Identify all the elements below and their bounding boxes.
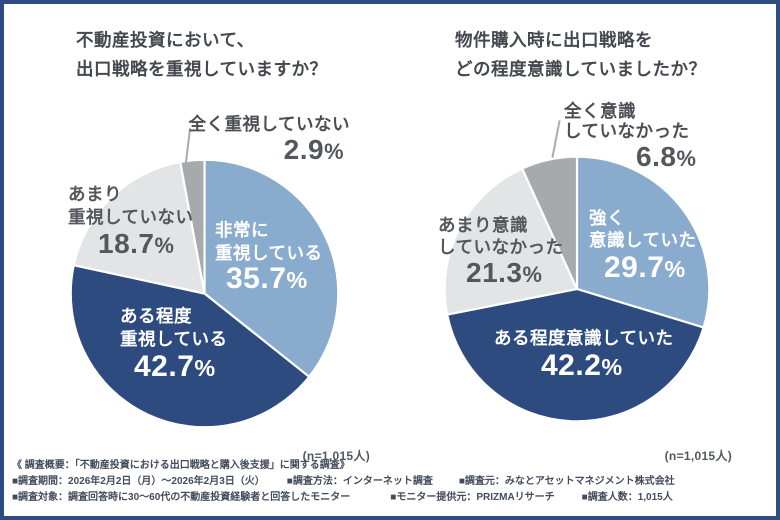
sample-size-right: (n=1,015人) (664, 449, 732, 463)
slice-pct-not-at-all-important: 2.9% (284, 136, 344, 164)
slice-label-somewhat-important-line2: 重視している (120, 329, 228, 349)
slice-pct-somewhat-aware: 42.2% (541, 351, 623, 381)
slice-pct-not-much-important: 18.7% (98, 230, 174, 258)
pct-sign: % (154, 233, 175, 258)
chart-right-awareness-at-purchase: 物件購入時に出口戦略を どの程度意識していましたか？ 強く 意識していた 29.… (390, 4, 776, 464)
survey-method: ■調査方法：インターネット調査 (286, 476, 433, 487)
chart-left-title-line2: 出口戦略を重視していますか？ (76, 59, 328, 79)
pie-slice-2 (443, 167, 579, 316)
pie-chart-left (69, 158, 340, 429)
pct-value: 6.8 (636, 141, 677, 172)
chart-left-emphasis-exit-strategy: 不動産投資において、 出口戦略を重視していますか？ 非常に 重視している 35.… (4, 4, 390, 464)
pct-sign: % (522, 262, 543, 287)
pct-sign: % (286, 267, 308, 293)
slice-label-not-much-important-line1: あまり (68, 184, 122, 204)
pct-value: 35.7 (226, 262, 287, 295)
slice-pct-very-important: 35.7% (226, 264, 308, 294)
slice-label-not-at-all-aware-line2: していなかった (564, 121, 690, 141)
pct-value: 21.3 (466, 257, 523, 288)
pct-value: 42.2 (541, 349, 602, 382)
leader-line-right (551, 120, 561, 158)
slice-pct-strongly-aware: 29.7% (604, 253, 686, 283)
survey-period: ■調査期間：2026年2月2日（月）〜2026年2月3日（火） (12, 476, 265, 487)
slice-pct-somewhat-important: 42.7% (134, 352, 216, 382)
survey-meta-line1: ■調査期間：2026年2月2日（月）〜2026年2月3日（火） ■調査方法：イン… (12, 474, 675, 490)
survey-overview-line: 《 調査概要：「不動産投資における出口戦略と購入後支援」に関する調査》 (12, 458, 675, 474)
chart-right-title-line1: 物件購入時に出口戦略を (455, 30, 653, 50)
slice-label-somewhat-important-line1: ある程度 (120, 306, 192, 326)
pie-slice-0 (203, 158, 340, 378)
sample-size-left: (n=1,015人) (302, 449, 370, 463)
pct-sign: % (324, 139, 344, 164)
pie-chart-right (443, 155, 711, 423)
survey-respondents: ■調査人数：1,015人 (581, 492, 673, 503)
slice-pct-not-at-all-aware: 6.8% (636, 143, 696, 171)
chart-right-title-line2: どの程度意識していましたか？ (455, 59, 707, 79)
slice-label-not-at-all-aware-line1: 全く意識 (564, 101, 636, 121)
pct-sign: % (194, 355, 216, 381)
survey-overview: 《 調査概要：「不動産投資における出口戦略と購入後支援」に関する調査》 (12, 460, 350, 471)
slice-label-somewhat-aware: ある程度意識していた (494, 328, 674, 348)
slice-label-not-much-important-line2: 重視していない (68, 207, 194, 227)
slice-pct-not-much-aware: 21.3% (466, 259, 542, 287)
pie-slice-3 (521, 155, 579, 291)
pie-slice-3 (179, 158, 206, 295)
pct-sign: % (664, 256, 686, 282)
pct-value: 42.7 (134, 350, 195, 383)
slice-label-strongly-aware-line1: 強く (589, 208, 625, 228)
pie-slice-1 (69, 264, 311, 429)
pct-sign: % (601, 354, 623, 380)
chart-left-title-line1: 不動産投資において、 (76, 30, 255, 50)
slice-label-very-important-line1: 非常に (215, 220, 269, 240)
slice-label-strongly-aware-line2: 意識していた (589, 230, 697, 250)
chart-left-title: 不動産投資において、 出口戦略を重視していますか？ (76, 26, 327, 84)
survey-meta-line2: ■調査対象：調査回答時に30〜60代の不動産投資経験者と回答したモニター ■モニ… (12, 490, 675, 506)
pie-slice-0 (575, 155, 711, 329)
pct-value: 2.9 (283, 134, 325, 165)
slice-label-not-at-all-important: 全く重視していない (188, 114, 350, 134)
slice-label-very-important-line2: 重視している (215, 243, 323, 263)
chart-right-title: 物件購入時に出口戦略を どの程度意識していましたか？ (455, 26, 706, 84)
survey-target: ■調査対象：調査回答時に30〜60代の不動産投資経験者と回答したモニター (12, 492, 351, 503)
pct-value: 18.7 (98, 228, 155, 259)
slice-label-not-much-aware-line1: あまり意識 (438, 215, 528, 235)
survey-details: 《 調査概要：「不動産投資における出口戦略と購入後支援」に関する調査》 ■調査期… (12, 458, 675, 506)
pct-value: 29.7 (604, 251, 665, 284)
pie-slice-1 (446, 287, 705, 423)
survey-source: ■調査元：みなとアセットマネジメント株式会社 (458, 476, 675, 487)
slice-label-not-much-aware-line2: していなかった (438, 237, 564, 257)
pie-slice-2 (72, 160, 206, 295)
pct-sign: % (676, 146, 697, 171)
survey-monitor-provider: ■モニター提供元：PRIZMAリサーチ (390, 492, 555, 503)
